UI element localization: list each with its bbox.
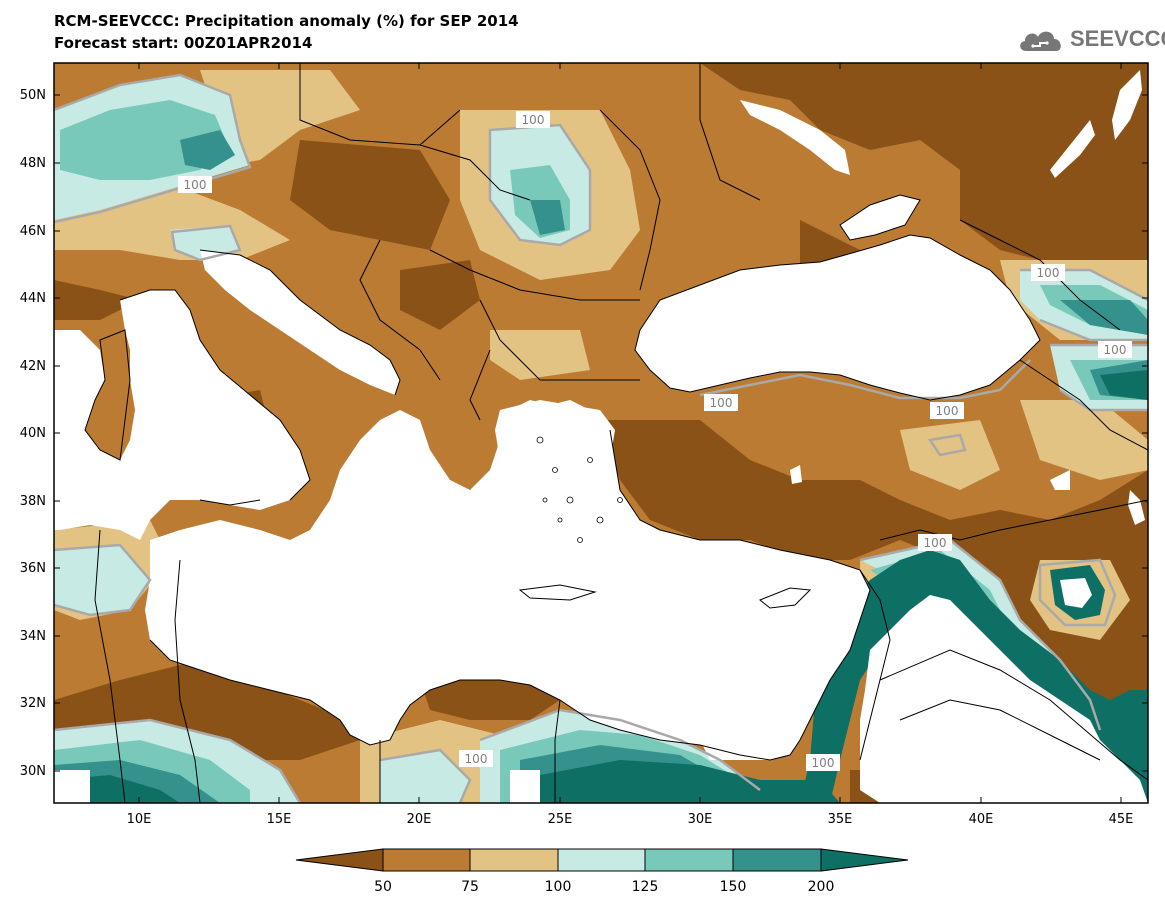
colorbar-segment [732, 848, 822, 872]
colorbar-segment [644, 848, 734, 872]
lon-tick-label: 35E [828, 812, 853, 827]
colorbar-tick-label: 150 [720, 879, 747, 895]
colorbar-tick-label: 50 [374, 879, 392, 895]
longitude-axis: 10E 15E 20E 25E 30E 35E 40E 45E [127, 63, 1134, 827]
sea-and-nodata-masks [54, 70, 1148, 803]
contour-label-group: 100 100 100 100 100 100 100 100 100 [178, 111, 1132, 771]
lat-tick-label: 34N [20, 629, 46, 644]
colorbar-segment [820, 848, 909, 872]
lat-tick-label: 32N [20, 696, 46, 711]
colorbar-labels: 50 75 100 125 150 200 [374, 879, 834, 895]
colorbar-segment [469, 848, 559, 872]
contour-label: 100 [936, 404, 959, 418]
seevccc-logo: SEEVCCC [1016, 24, 1165, 56]
lat-tick-label: 30N [20, 764, 46, 779]
forecast-start-label: Forecast start: 00Z01APR2014 [54, 34, 313, 52]
lon-tick-label: 15E [267, 812, 292, 827]
contour-label: 100 [522, 113, 545, 127]
contour-label: 100 [465, 752, 488, 766]
cloud-icon [1020, 31, 1061, 51]
colorbar-tick-label: 125 [632, 879, 659, 895]
contour-label: 100 [184, 178, 207, 192]
lon-tick-label: 40E [969, 812, 994, 827]
contour-label: 100 [1104, 343, 1127, 357]
colorbar-segment [295, 848, 384, 872]
lat-tick-label: 48N [20, 156, 46, 171]
lon-tick-label: 45E [1109, 812, 1134, 827]
lat-tick-label: 42N [20, 359, 46, 374]
lat-tick-label: 50N [20, 88, 46, 103]
lon-tick-label: 30E [688, 812, 713, 827]
lat-tick-label: 36N [20, 561, 46, 576]
contour-label: 100 [1037, 266, 1060, 280]
contour-label: 100 [924, 536, 947, 550]
contour-label: 100 [812, 756, 835, 770]
lat-tick-label: 40N [20, 426, 46, 441]
country-borders [84, 63, 1148, 803]
contour-label: 100 [710, 396, 733, 410]
lat-tick-label: 46N [20, 224, 46, 239]
colorbar-tick-label: 100 [545, 879, 572, 895]
lon-tick-label: 10E [127, 812, 152, 827]
aegean-islands [536, 436, 623, 543]
colorbar [295, 848, 909, 872]
lat-tick-label: 38N [20, 494, 46, 509]
colorbar-segment [382, 848, 471, 872]
colorbar-tick-label: 75 [461, 879, 479, 895]
colorbar-tick-label: 200 [808, 879, 835, 895]
lat-tick-label: 44N [20, 291, 46, 306]
colorbar-segment [557, 848, 646, 872]
logo-text: SEEVCCC [1070, 26, 1165, 51]
map-title: RCM-SEEVCCC: Precipitation anomaly (%) f… [54, 12, 519, 30]
lon-tick-label: 20E [407, 812, 432, 827]
latitude-axis: 50N 48N 46N 44N 42N 40N 38N 36N 34N 32N … [20, 88, 1148, 779]
lon-tick-label: 25E [548, 812, 573, 827]
